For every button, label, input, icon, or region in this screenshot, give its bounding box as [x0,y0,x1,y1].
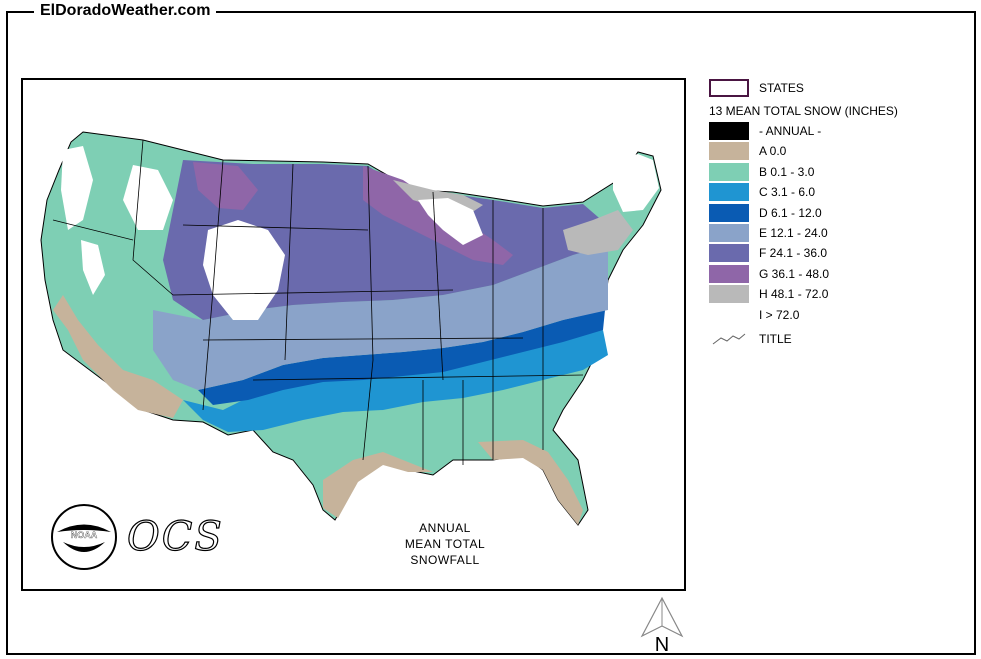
band-i-sierra [81,240,105,295]
band-i-rockies [203,220,285,320]
legend-row-band: I > 72.0 [709,305,800,324]
legend-swatch [709,224,749,242]
legend-swatch [709,203,749,222]
legend-swatch [709,244,749,263]
band-i-maine [613,154,659,212]
band-d [198,310,605,405]
legend-band-label: - ANNUAL - [759,124,822,138]
band-i-cascades [61,146,93,230]
north-arrow-icon: N [640,596,684,654]
legend-band-label: H 48.1 - 72.0 [759,287,829,302]
legend-band-label: G 36.1 - 48.0 [759,266,830,281]
site-title: ElDoradoWeather.com [34,2,217,20]
band-g-montana [193,162,258,210]
legend-row-band: H 48.1 - 72.0 [709,285,829,304]
legend-band-label: F 24.1 - 36.0 [759,246,828,261]
legend-row-band: F 24.1 - 36.0 [709,244,828,263]
band-a-texas-coast [323,452,433,518]
ocs-logo: OCS [126,513,224,560]
state-boundaries [52,139,584,470]
legend-band-label: C 3.1 - 6.0 [759,185,816,200]
legend-swatch [709,122,749,140]
band-h-new-england [563,210,633,255]
legend-swatch [709,142,749,161]
legend-layer-title: 13 MEAN TOTAL SNOW (INCHES) [709,104,898,118]
legend-row-band: C 3.1 - 6.0 [709,183,816,202]
legend-row-title: TITLE [709,330,792,348]
band-e [153,245,608,390]
legend-row-band: - ANNUAL - [709,122,821,140]
legend-band-label: B 0.1 - 3.0 [759,164,815,179]
north-label: N [655,634,669,654]
legend-band-label: A 0.0 [759,144,787,159]
snowfall-map [40,131,662,526]
legend-row-states: STATES [709,79,804,97]
legend-swatch [709,285,749,304]
legend-layer-title-row: 13 MEAN TOTAL SNOW (INCHES) [709,102,898,120]
legend-swatch [709,162,749,181]
legend-row-band: D 6.1 - 12.0 [709,203,822,222]
legend-row-band: G 36.1 - 48.0 [709,264,830,283]
states-label: STATES [759,81,804,95]
band-a-florida [478,440,583,525]
band-i-idaho [123,165,173,230]
band-a-southwest [53,295,183,418]
legend-row-band: B 0.1 - 3.0 [709,162,815,181]
title-line-icon [712,333,746,345]
title-label: TITLE [759,332,792,346]
outer-frame [6,11,976,655]
legend-band-label: D 6.1 - 12.0 [759,205,822,220]
legend-row-band: E 12.1 - 24.0 [709,224,828,242]
noaa-logo: NOAA [51,504,117,570]
legend-swatch [709,183,749,202]
legend-row-band: A 0.0 [709,142,787,161]
map-frame: NOAA OCS ANNUAL MEAN TOTAL SNOWFALL [21,78,686,591]
legend-swatch [709,264,749,283]
legend-band-label: E 12.1 - 24.0 [759,226,828,240]
caption-line-1: ANNUAL [419,521,471,535]
legend-band-label: I > 72.0 [759,307,800,322]
caption-line-2: MEAN TOTAL SNOWFALL [404,537,486,567]
map-caption: ANNUAL MEAN TOTAL SNOWFALL [375,520,515,568]
states-swatch [709,79,749,97]
svg-text:NOAA: NOAA [71,530,98,540]
legend-swatch [709,305,749,324]
